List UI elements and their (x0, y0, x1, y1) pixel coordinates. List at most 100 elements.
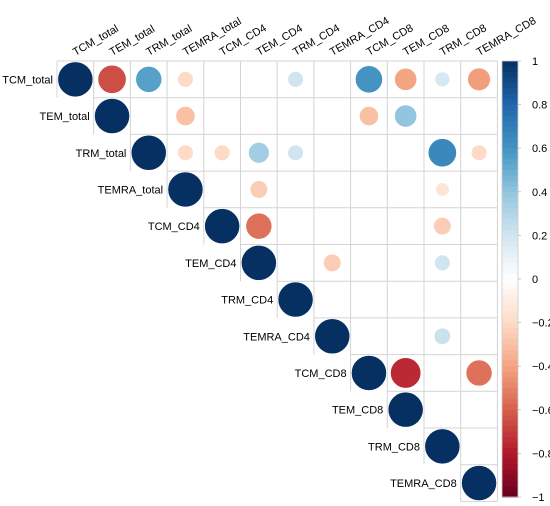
row-label: TCM_total (2, 74, 53, 86)
colorbar-tick-label: 0.4 (532, 187, 547, 199)
colorbar-segment (502, 235, 518, 242)
colorbar-segment (502, 279, 518, 286)
colorbar-segment (502, 142, 518, 149)
colorbar-segment (502, 99, 518, 106)
colorbar-segment (502, 360, 518, 367)
colorbar-segment (502, 284, 518, 291)
correlation-circle (277, 281, 314, 318)
correlation-circle (434, 71, 451, 88)
colorbar-segment (502, 366, 518, 373)
row-label: TCM_CD8 (295, 368, 347, 380)
colorbar-segment (502, 464, 518, 471)
correlation-circle (248, 142, 270, 164)
colorbar-segment (502, 311, 518, 318)
correlation-circle (390, 357, 422, 389)
correlation-circle (433, 217, 452, 236)
colorbar-segment (502, 404, 518, 411)
colorbar-segment (502, 148, 518, 155)
correlation-circle (241, 245, 277, 281)
colorbar-segment (502, 175, 518, 182)
colorbar-segment (502, 371, 518, 378)
colorbar-segment (502, 295, 518, 302)
correlation-circle (57, 61, 94, 98)
colorbar-segment (502, 246, 518, 253)
colorbar-segment (502, 388, 518, 395)
colorbar-segment (502, 355, 518, 362)
correlation-circle (470, 144, 488, 161)
correlation-circle (287, 144, 304, 161)
correlation-circles (57, 61, 497, 501)
correlation-circle (245, 212, 273, 240)
correlation-circle (167, 171, 204, 208)
colorbar-segment (502, 398, 518, 405)
colorbar-segment (502, 110, 518, 117)
colorbar-segment (502, 262, 518, 269)
colorbar-segment (502, 382, 518, 389)
correlation-circle (427, 138, 457, 168)
colorbar-segment (502, 120, 518, 127)
correlation-circle (424, 428, 461, 465)
colorbar-segment (502, 224, 518, 231)
correlation-circle (287, 71, 304, 88)
colorbar-segment (502, 191, 518, 198)
column-label: TEMRA_CD8 (475, 15, 539, 59)
colorbar-segment (502, 437, 518, 444)
correlation-circle (359, 106, 379, 126)
colorbar-segment (502, 273, 518, 280)
colorbar-segment (502, 208, 518, 215)
row-label: TCM_CD4 (148, 221, 200, 233)
correlation-circle (314, 318, 351, 355)
colorbar-segment (502, 71, 518, 78)
correlation-circle (135, 66, 163, 93)
correlation-circle (97, 64, 127, 94)
row-label: TRM_CD8 (368, 441, 420, 453)
colorbar-tick-label: −0.8 (532, 448, 550, 460)
colorbar-tick-label: −1 (532, 492, 545, 504)
row-label: TEMRA_CD4 (243, 331, 310, 343)
colorbar-segment (502, 486, 518, 493)
colorbar-segment (502, 426, 518, 433)
correlation-circle (177, 71, 194, 88)
colorbar-segment (502, 415, 518, 422)
colorbar-segment (502, 213, 518, 220)
colorbar-segment (502, 447, 518, 454)
row-label: TEM_CD4 (185, 258, 236, 270)
correlation-circle (461, 465, 497, 501)
colorbar-segment (502, 317, 518, 324)
colorbar-segment (502, 453, 518, 460)
correlation-circle (214, 144, 231, 161)
colorbar-tick-label: 0.8 (532, 100, 547, 112)
correlation-circle (177, 144, 194, 161)
colorbar-segment (502, 377, 518, 384)
correlation-circle (394, 67, 418, 91)
correlation-circle (465, 359, 493, 387)
colorbar-segment (502, 333, 518, 340)
row-label: TEMRA_CD8 (390, 478, 457, 490)
colorbar-segment (502, 349, 518, 356)
colorbar-segment (502, 164, 518, 171)
colorbar-tick-label: −0.6 (532, 405, 550, 417)
colorbar-segment (502, 77, 518, 84)
colorbar-segment (502, 197, 518, 204)
column-label: TEMRA_CD4 (328, 15, 392, 59)
correlation-circle (387, 391, 424, 428)
colorbar-tick-label: 1 (532, 56, 538, 68)
grid (56, 60, 498, 502)
colorbar-segment (502, 126, 518, 133)
row-label: TEM_CD8 (332, 405, 383, 417)
colorbar-segment (502, 458, 518, 465)
colorbar-segment (502, 268, 518, 275)
colorbar-segment (502, 61, 518, 68)
colorbar-segment (502, 306, 518, 313)
colorbar-segment (502, 393, 518, 400)
colorbar-tick-label: 0.2 (532, 230, 547, 242)
column-labels: TCM_totalTEM_totalTRM_totalTEMRA_totalTC… (71, 15, 538, 59)
row-label: TEMRA_total (98, 184, 163, 196)
colorbar-segment (502, 251, 518, 258)
colorbar-segment (502, 170, 518, 177)
colorbar-segment (502, 219, 518, 226)
colorbar-segment (502, 159, 518, 166)
colorbar-segment (502, 229, 518, 236)
correlation-circle (467, 67, 491, 92)
